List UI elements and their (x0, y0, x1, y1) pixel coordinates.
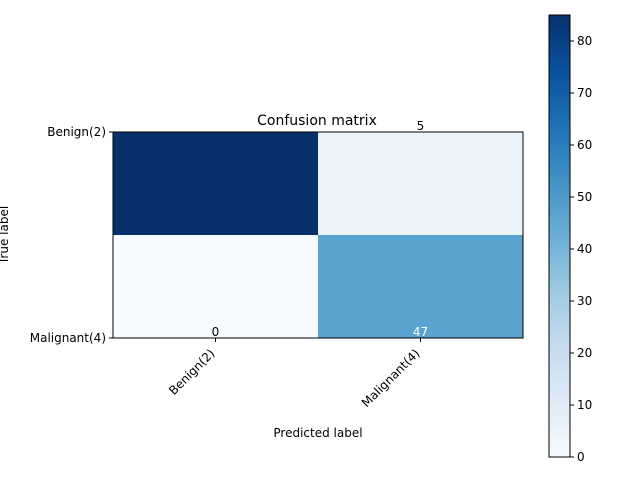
colorbar-tick-label: 20 (577, 346, 592, 360)
y-tick-label: Benign(2) (47, 125, 106, 139)
x-axis: Benign(2) Malignant(4) (166, 338, 423, 410)
y-axis: Benign(2) Malignant(4) (30, 125, 113, 345)
colorbar-tick-label: 30 (577, 294, 592, 308)
heatmap-cell-1-1 (318, 235, 523, 338)
colorbar (548, 14, 571, 458)
x-axis-label: Predicted label (273, 426, 362, 440)
cell-label: 47 (413, 325, 428, 339)
x-tick-label: Malignant(4) (359, 346, 423, 410)
colorbar-tick-label: 80 (577, 34, 592, 48)
cell-label: 0 (212, 325, 220, 339)
heatmap-cell-labels: 5 0 47 (212, 119, 428, 339)
colorbar-ticks: 0 10 20 30 40 50 60 70 80 (570, 34, 592, 464)
colorbar-tick-label: 10 (577, 398, 592, 412)
heatmap-cells (113, 132, 523, 338)
cell-label: 5 (417, 119, 425, 133)
heatmap-cell-0-0 (113, 132, 318, 235)
chart-title: Confusion matrix (257, 113, 377, 129)
colorbar-tick-label: 50 (577, 190, 592, 204)
colorbar-tick-label: 60 (577, 138, 592, 152)
colorbar-tick-label: 40 (577, 242, 592, 256)
colorbar-tick-label: 70 (577, 86, 592, 100)
heatmap-cell-0-1 (318, 132, 523, 235)
colorbar-tick-label: 0 (577, 450, 585, 464)
y-tick-label: Malignant(4) (30, 331, 106, 345)
heatmap-cell-1-0 (113, 235, 318, 338)
x-tick-label: Benign(2) (166, 346, 217, 397)
heatmap-frame (112, 131, 524, 339)
y-axis-label: True label (0, 206, 11, 265)
